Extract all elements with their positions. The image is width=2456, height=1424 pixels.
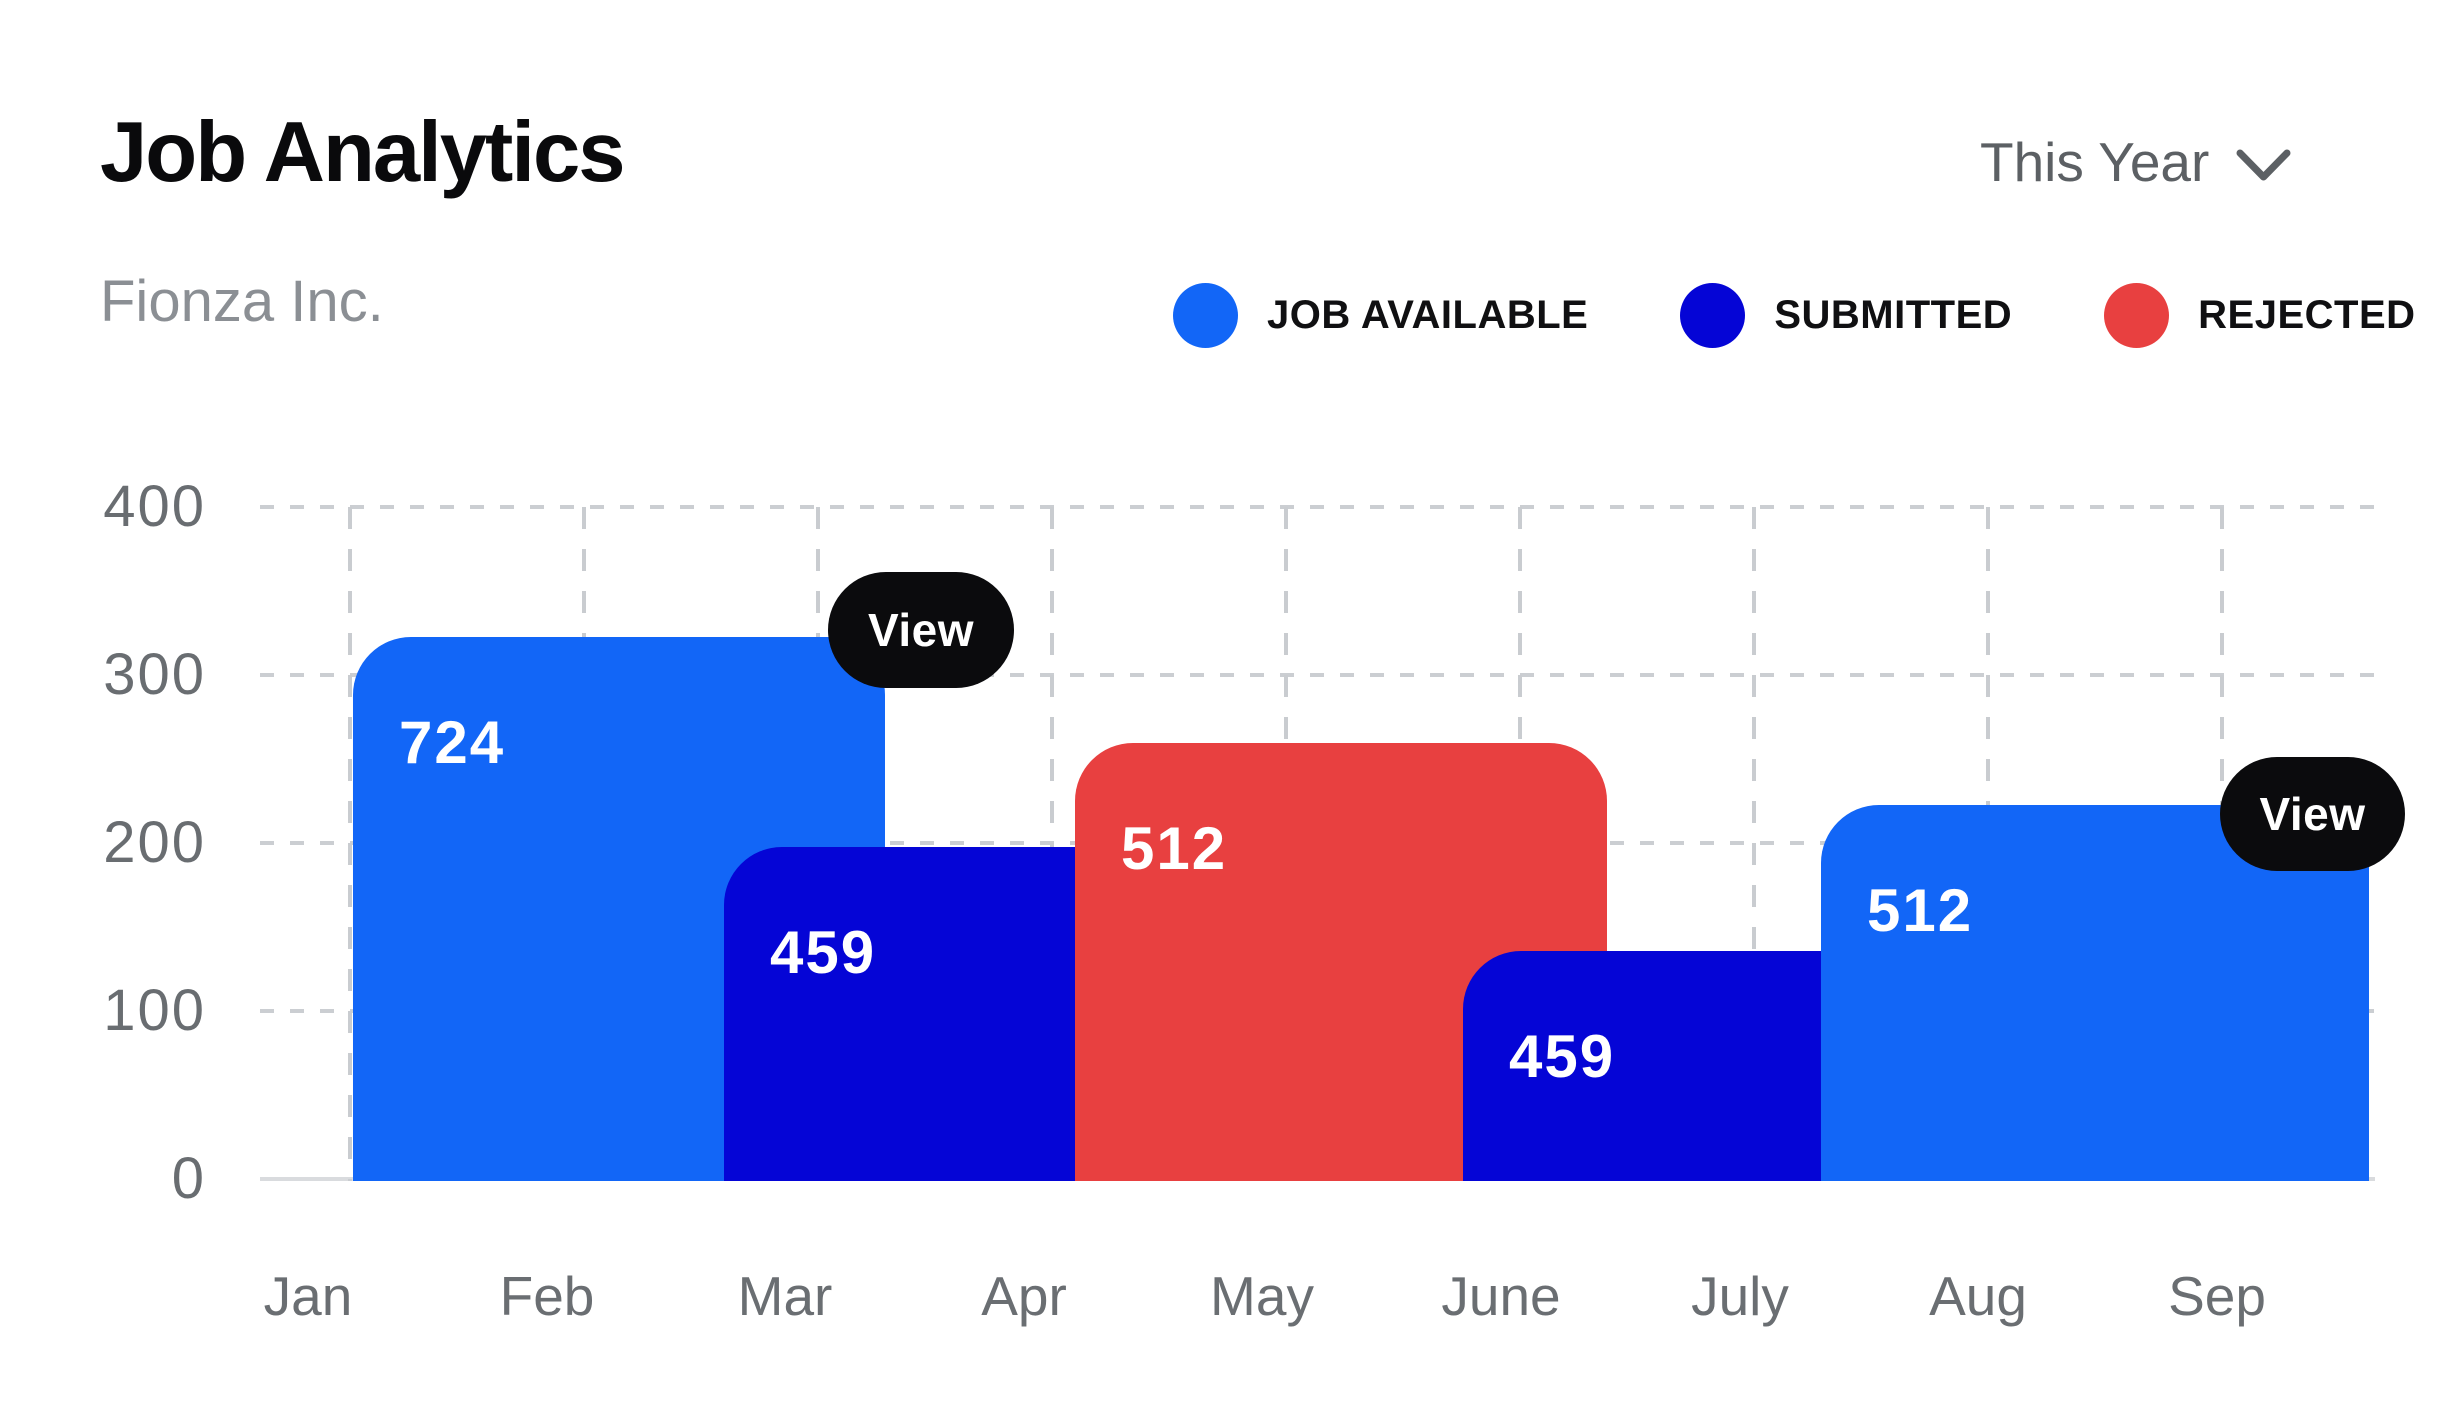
x-axis-label-mar: Mar bbox=[737, 1265, 833, 1327]
legend-label: SUBMITTED bbox=[1774, 293, 2013, 337]
gridline-horizontal-300 bbox=[260, 673, 2375, 677]
x-axis-label-feb: Feb bbox=[499, 1265, 595, 1327]
view-badge-label: View bbox=[2259, 788, 2366, 840]
y-axis-tick-label: 400 bbox=[103, 474, 206, 539]
x-axis-label-jan: Jan bbox=[263, 1265, 353, 1327]
legend-label: REJECTED bbox=[2198, 293, 2416, 337]
view-badge[interactable]: View bbox=[2220, 757, 2405, 871]
x-axis-label-aug: Aug bbox=[1929, 1265, 2027, 1327]
legend-item-rejected[interactable]: REJECTED bbox=[2104, 283, 2415, 348]
gridline-vertical bbox=[1050, 507, 1054, 1181]
bar-value-label: 512 bbox=[1867, 877, 1974, 944]
legend-dot-icon bbox=[1680, 283, 1746, 348]
bar-value-label: 724 bbox=[399, 709, 506, 776]
legend-item-submitted[interactable]: SUBMITTED bbox=[1680, 283, 2012, 348]
gridline-vertical bbox=[1752, 507, 1756, 1181]
period-selector-label: This Year bbox=[1980, 131, 2210, 193]
bar-value-label: 459 bbox=[1509, 1023, 1616, 1090]
legend-label: JOB AVAILABLE bbox=[1267, 293, 1589, 337]
legend-dot-icon bbox=[2104, 283, 2170, 348]
gridline-horizontal-400 bbox=[260, 505, 2375, 509]
gridline-vertical bbox=[348, 507, 352, 1181]
y-axis-tick-label: 0 bbox=[171, 1146, 206, 1211]
x-axis-label-sep: Sep bbox=[2168, 1265, 2266, 1327]
page-title: Job Analytics bbox=[100, 105, 626, 200]
chart-legend: JOB AVAILABLE SUBMITTED REJECTED bbox=[1173, 283, 2416, 348]
y-axis-tick-label: 300 bbox=[103, 642, 206, 707]
legend-dot-icon bbox=[1173, 283, 1238, 348]
y-axis-tick-label: 200 bbox=[103, 810, 206, 875]
view-badge[interactable]: View bbox=[828, 572, 1014, 688]
period-selector[interactable]: This Year bbox=[1980, 132, 2292, 193]
legend-item-job-available[interactable]: JOB AVAILABLE bbox=[1173, 283, 1588, 348]
bar-submitted[interactable]: 459 bbox=[724, 847, 1135, 1181]
bar-value-label: 512 bbox=[1121, 815, 1228, 882]
view-badge-label: View bbox=[868, 604, 974, 656]
x-axis-label-apr: Apr bbox=[981, 1265, 1067, 1327]
chevron-down-icon bbox=[2236, 149, 2291, 181]
y-axis-tick-label: 100 bbox=[103, 978, 206, 1043]
x-axis-label-june: June bbox=[1441, 1265, 1561, 1327]
bar-value-label: 459 bbox=[770, 919, 877, 986]
company-subtitle: Fionza Inc. bbox=[100, 269, 384, 334]
x-axis-label-may: May bbox=[1210, 1265, 1314, 1327]
x-axis-label-july: July bbox=[1691, 1265, 1789, 1327]
